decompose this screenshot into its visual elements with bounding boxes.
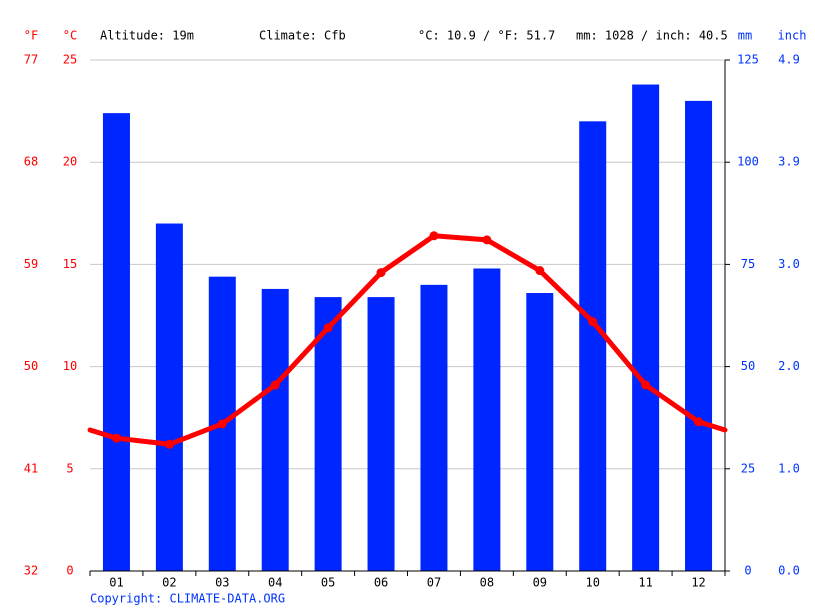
- bar: [367, 297, 395, 571]
- y2-tick-label: 100: [737, 155, 759, 169]
- x-tick-label: 09: [533, 576, 547, 590]
- x-tick-label: 03: [215, 576, 229, 590]
- y-tick-label-c: 0: [66, 564, 73, 578]
- y-tick-label-f: 41: [24, 461, 38, 475]
- x-tick-label: 12: [691, 576, 705, 590]
- x-tick-label: 05: [321, 576, 335, 590]
- y2-tick-label-inch: 0.0: [778, 564, 800, 578]
- temperature-point: [270, 380, 280, 390]
- temperature-point: [217, 419, 227, 429]
- bar: [155, 223, 183, 571]
- y-tick-label-c: 10: [63, 359, 77, 373]
- header-altitude: Altitude: 19m: [100, 29, 194, 43]
- bar: [420, 284, 448, 571]
- y2-tick-label-inch: 4.9: [778, 53, 800, 67]
- header-temperature: °C: 10.9 / °F: 51.7: [418, 29, 555, 43]
- line-extension: [696, 419, 728, 433]
- y-tick-label-f: 50: [24, 359, 38, 373]
- y-tick-label-c: 25: [63, 53, 77, 67]
- x-tick-label: 01: [109, 576, 123, 590]
- y-tick-label-c: 5: [66, 461, 73, 475]
- temperature-point: [482, 235, 492, 245]
- y2-tick-label-inch: 3.0: [778, 257, 800, 271]
- y2-tick-label: 0: [744, 564, 751, 578]
- temperature-point: [535, 266, 545, 276]
- y2-tick-label: 50: [741, 359, 755, 373]
- y-tick-label-f: 32: [24, 564, 38, 578]
- y-tick-label-f: 68: [24, 155, 38, 169]
- bar: [473, 268, 501, 571]
- y2-tick-label: 25: [741, 461, 755, 475]
- header-climate: Climate: Cfb: [259, 29, 346, 43]
- y2-tick-label-inch: 1.0: [778, 461, 800, 475]
- y-tick-label-c: 20: [63, 155, 77, 169]
- x-tick-label: 10: [585, 576, 599, 590]
- bar: [314, 297, 342, 571]
- bar: [579, 121, 607, 571]
- x-tick-label: 04: [268, 576, 282, 590]
- x-tick-label: 02: [162, 576, 176, 590]
- bar: [261, 288, 289, 571]
- bar: [102, 113, 130, 572]
- temperature-point: [164, 439, 174, 449]
- y-tick-label-f: 59: [24, 257, 38, 271]
- y2-tick-label-inch: 3.9: [778, 155, 800, 169]
- x-tick-label: 11: [638, 576, 652, 590]
- x-tick-label: 07: [427, 576, 441, 590]
- x-tick-label: 08: [480, 576, 494, 590]
- axis-label-inch: inch: [778, 29, 807, 43]
- axis-label-f: °F: [24, 29, 38, 43]
- y2-tick-label: 125: [737, 53, 759, 67]
- temperature-point: [429, 231, 439, 241]
- temperature-point: [588, 317, 598, 327]
- temperature-point: [641, 380, 651, 390]
- axis-label-c: °C: [63, 29, 77, 43]
- temperature-point: [323, 323, 333, 333]
- bar: [685, 100, 713, 571]
- y2-tick-label: 75: [741, 257, 755, 271]
- temperature-point: [694, 417, 704, 427]
- y-tick-label-f: 77: [24, 53, 38, 67]
- line-extension: [87, 427, 119, 441]
- y-tick-label-c: 15: [63, 257, 77, 271]
- temperature-point: [376, 268, 386, 278]
- copyright[interactable]: Copyright: CLIMATE-DATA.ORG: [90, 592, 285, 606]
- axis-label-mm: mm: [738, 29, 752, 43]
- header-precipitation: mm: 1028 / inch: 40.5: [576, 29, 728, 43]
- x-tick-label: 06: [374, 576, 388, 590]
- bar: [526, 293, 554, 571]
- y2-tick-label-inch: 2.0: [778, 359, 800, 373]
- temperature-point: [111, 433, 121, 443]
- temperature-line: [113, 233, 702, 447]
- bar: [632, 84, 660, 571]
